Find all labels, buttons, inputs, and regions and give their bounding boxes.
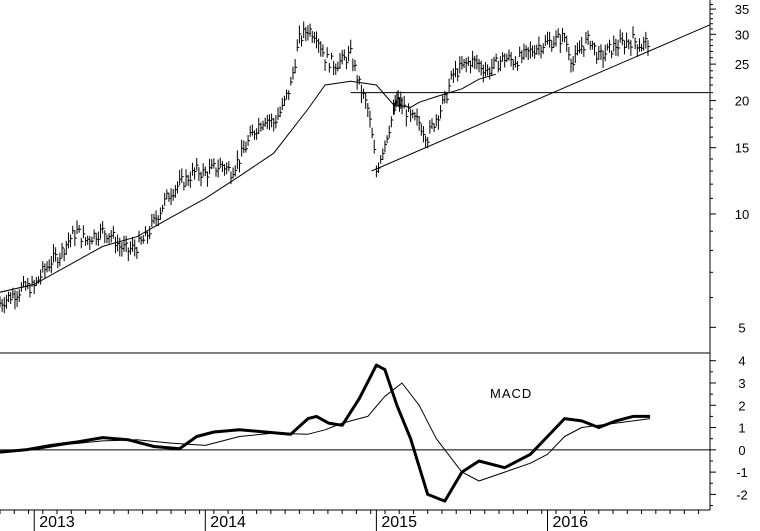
x-tick-label: 2014 [210,514,246,531]
moving-average-line [0,73,497,293]
x-axis: 2013 2014 2015 2016 [0,510,700,531]
price-bars [0,21,650,314]
y-tick-label: 0 [738,443,745,458]
y-tick-label: 20 [735,94,749,109]
y-tick-label: 35 [735,2,749,17]
y-tick-label: 30 [735,27,749,42]
y-tick-label: 10 [735,207,749,222]
x-tick-label: 2015 [381,514,417,531]
chart-frame [0,0,711,511]
y-tick-label: 5 [738,320,745,335]
macd-label: MACD [490,386,532,401]
y-tick-label: 4 [738,354,745,369]
y-tick-label: -1 [736,465,748,480]
signal-line [0,382,651,482]
y-tick-label: -2 [736,487,748,502]
x-tick-label: 2013 [39,514,75,531]
y-tick-label: 25 [735,57,749,72]
y-tick-label: 3 [738,376,745,391]
y-tick-label: 2 [738,398,745,413]
macd-line [0,363,651,503]
x-tick-label: 2016 [552,514,588,531]
macd-panel [0,363,710,503]
price-panel [0,21,711,314]
y-tick-label: 1 [738,421,745,436]
y-axis: 5 10 15 20 25 30 35 -2 -1 0 1 2 3 4 [710,2,749,507]
y-tick-label: 15 [735,141,749,156]
trendline [371,24,711,172]
